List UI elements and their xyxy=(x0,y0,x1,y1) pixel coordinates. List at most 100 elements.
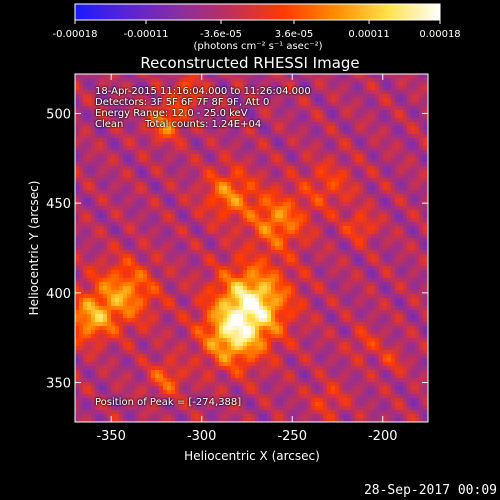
heatmap-pixel xyxy=(403,86,408,91)
heatmap-pixel xyxy=(167,286,172,291)
heatmap-pixel xyxy=(423,286,428,291)
heatmap-pixel xyxy=(119,126,124,131)
heatmap-pixel xyxy=(399,78,404,83)
heatmap-pixel xyxy=(151,118,156,123)
heatmap-pixel xyxy=(311,102,316,107)
heatmap-pixel xyxy=(187,210,192,215)
heatmap-pixel xyxy=(171,214,176,219)
heatmap-pixel xyxy=(155,270,160,275)
heatmap-pixel xyxy=(383,246,388,251)
heatmap-pixel xyxy=(307,138,312,143)
heatmap-pixel xyxy=(319,98,324,103)
heatmap-pixel xyxy=(399,166,404,171)
heatmap-pixel xyxy=(159,162,164,167)
heatmap-pixel xyxy=(267,98,272,103)
heatmap-pixel xyxy=(319,222,324,227)
heatmap-pixel xyxy=(143,274,148,279)
heatmap-pixel xyxy=(411,126,416,131)
heatmap-pixel xyxy=(75,154,80,159)
heatmap-pixel xyxy=(159,166,164,171)
heatmap-pixel xyxy=(203,114,208,119)
heatmap-pixel xyxy=(179,250,184,255)
heatmap-pixel xyxy=(167,230,172,235)
heatmap-pixel xyxy=(291,210,296,215)
heatmap-pixel xyxy=(383,82,388,87)
heatmap-pixel xyxy=(303,254,308,259)
heatmap-pixel xyxy=(231,246,236,251)
heatmap-pixel xyxy=(135,278,140,283)
heatmap-pixel xyxy=(407,250,412,255)
heatmap-pixel xyxy=(399,90,404,95)
heatmap-pixel xyxy=(167,114,172,119)
heatmap-pixel xyxy=(215,198,220,203)
heatmap-pixel xyxy=(211,102,216,107)
heatmap-pixel xyxy=(163,246,168,251)
heatmap-pixel xyxy=(111,170,116,175)
heatmap-pixel xyxy=(107,286,112,291)
heatmap-pixel xyxy=(371,194,376,199)
heatmap-pixel xyxy=(343,238,348,243)
heatmap-pixel xyxy=(171,142,176,147)
heatmap-pixel xyxy=(211,286,216,291)
heatmap-pixel xyxy=(87,262,92,267)
heatmap-pixel xyxy=(295,198,300,203)
heatmap-pixel xyxy=(95,126,100,131)
heatmap-pixel xyxy=(223,210,228,215)
heatmap-pixel xyxy=(75,130,80,135)
heatmap-pixel xyxy=(231,138,236,143)
heatmap-pixel xyxy=(307,134,312,139)
heatmap-pixel xyxy=(375,150,380,155)
heatmap-pixel xyxy=(159,246,164,251)
heatmap-pixel xyxy=(351,206,356,211)
heatmap-pixel xyxy=(107,182,112,187)
heatmap-pixel xyxy=(103,194,108,199)
heatmap-pixel xyxy=(415,102,420,107)
heatmap-pixel xyxy=(415,150,420,155)
heatmap-pixel xyxy=(271,254,276,259)
heatmap-pixel xyxy=(299,90,304,95)
heatmap-pixel xyxy=(199,238,204,243)
heatmap-pixel xyxy=(379,234,384,239)
heatmap-pixel xyxy=(139,118,144,123)
heatmap-pixel xyxy=(347,86,352,91)
heatmap-pixel xyxy=(299,114,304,119)
heatmap-pixel xyxy=(339,122,344,127)
heatmap-pixel xyxy=(211,134,216,139)
heatmap-pixel xyxy=(167,226,172,231)
heatmap-pixel xyxy=(207,190,212,195)
heatmap-pixel xyxy=(271,94,276,99)
heatmap-pixel xyxy=(211,254,216,259)
heatmap-pixel xyxy=(415,266,420,271)
heatmap-pixel xyxy=(203,202,208,207)
heatmap-pixel xyxy=(199,86,204,91)
heatmap-pixel xyxy=(371,98,376,103)
heatmap-pixel xyxy=(271,274,276,279)
heatmap-pixel xyxy=(79,86,84,91)
heatmap-pixel xyxy=(239,202,244,207)
heatmap-pixel xyxy=(139,282,144,287)
heatmap-pixel xyxy=(331,178,336,183)
heatmap-pixel xyxy=(395,274,400,279)
heatmap-pixel xyxy=(211,178,216,183)
heatmap-pixel xyxy=(351,238,356,243)
heatmap-pixel xyxy=(139,158,144,163)
heatmap-pixel xyxy=(303,294,308,299)
heatmap-pixel xyxy=(415,90,420,95)
heatmap-pixel xyxy=(87,86,92,91)
heatmap-pixel xyxy=(155,122,160,127)
heatmap-pixel xyxy=(247,182,252,187)
heatmap-pixel xyxy=(139,130,144,135)
heatmap-pixel xyxy=(175,270,180,275)
heatmap-pixel xyxy=(199,82,204,87)
heatmap-pixel xyxy=(323,106,328,111)
heatmap-pixel xyxy=(315,98,320,103)
heatmap-pixel xyxy=(95,174,100,179)
heatmap-pixel xyxy=(163,98,168,103)
heatmap-pixel xyxy=(91,122,96,127)
heatmap-pixel xyxy=(323,150,328,155)
heatmap-pixel xyxy=(175,134,180,139)
heatmap-pixel xyxy=(267,266,272,271)
heatmap-pixel xyxy=(379,98,384,103)
heatmap-pixel xyxy=(95,150,100,155)
heatmap-pixel xyxy=(311,278,316,283)
